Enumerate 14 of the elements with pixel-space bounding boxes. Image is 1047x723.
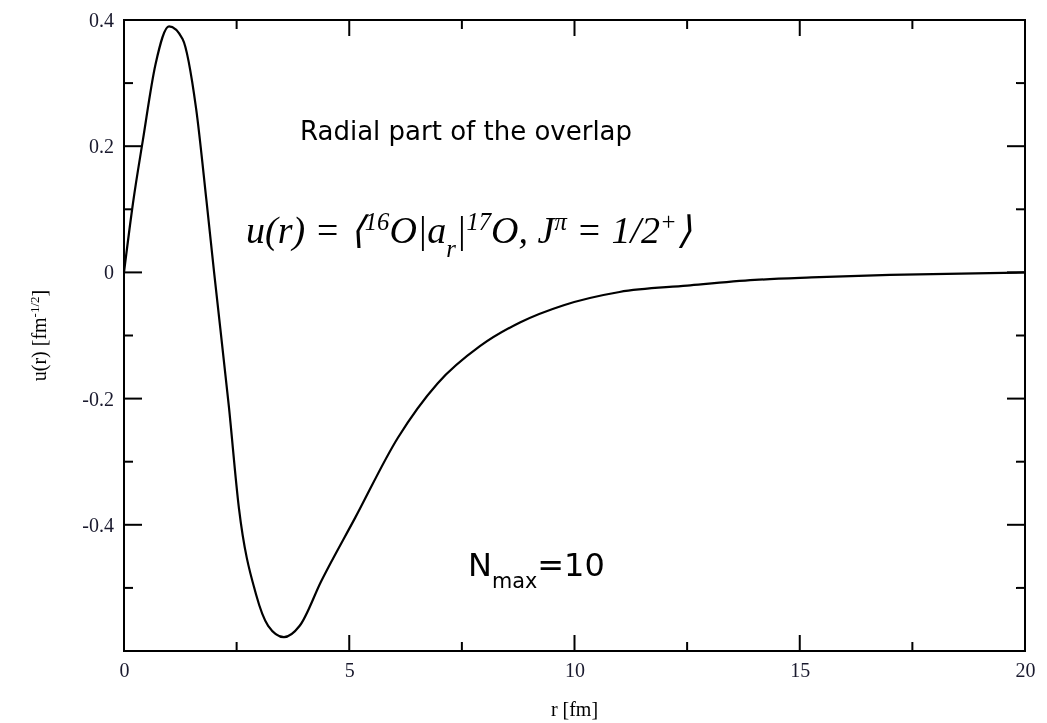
x-tick-label: 10: [565, 659, 585, 682]
annotation: N$_{max}$=10: [468, 546, 605, 593]
text: u(r) = ⟨$^{16}$O|a$_{r}$|$^{17}$O, J$^{π}$ = 1/2$^{+}$⟩: [246, 207, 692, 262]
x-tick-label: 15: [790, 659, 811, 682]
x-tick-label: 20: [1015, 659, 1036, 682]
x-tick-label: 0: [119, 659, 130, 682]
y-tick-label: -0.2: [82, 387, 114, 410]
y-tick-label: 0.2: [89, 135, 114, 158]
y-tick-label: -0.4: [82, 513, 114, 536]
x-axis-title: r [fm]: [550, 698, 599, 720]
annotation: Radial part of the overlap: [300, 116, 633, 146]
y-tick-label: 0: [104, 261, 114, 284]
x-tick-label: 5: [344, 659, 355, 682]
y-tick-label: 0.4: [89, 8, 114, 31]
